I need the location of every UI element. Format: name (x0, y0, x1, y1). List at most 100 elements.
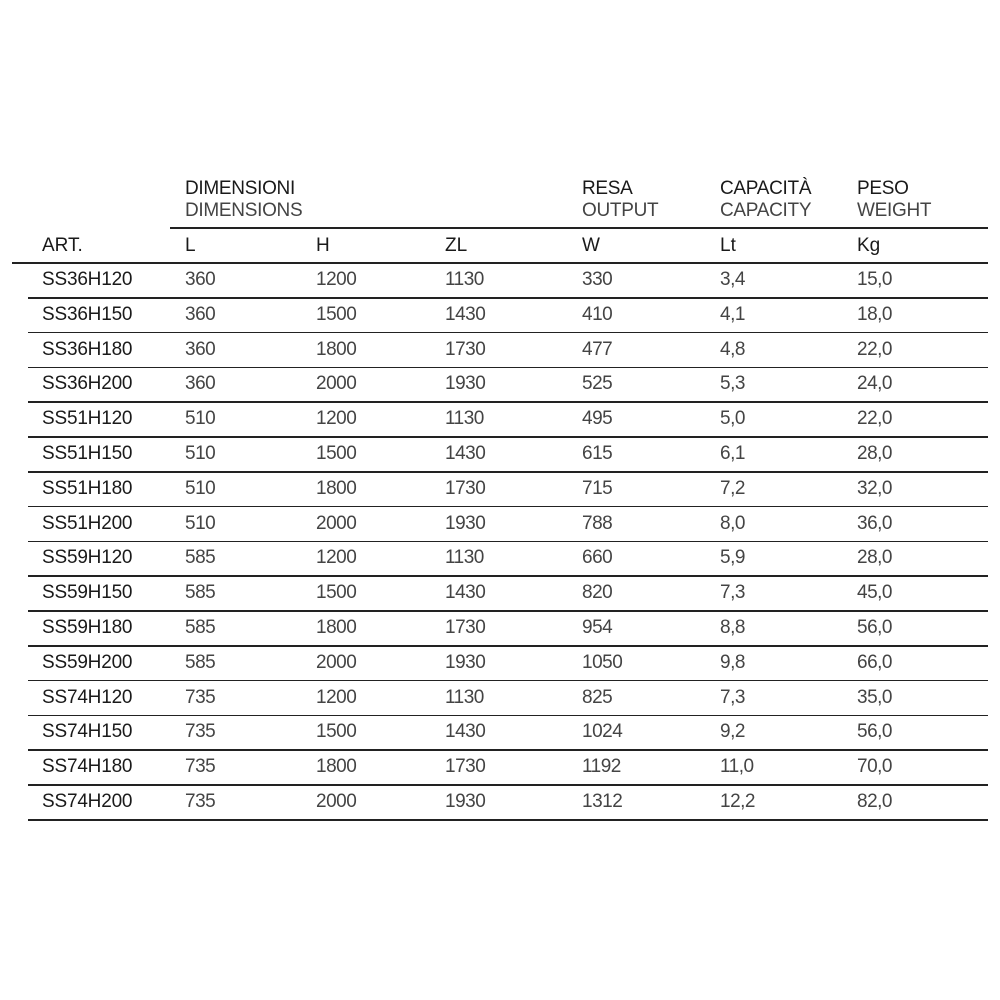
cell-l: 360 (185, 338, 216, 360)
row-divider (28, 401, 988, 403)
col-art: ART. (42, 235, 83, 256)
cell-zl: 1130 (445, 547, 484, 569)
table-row: SS36H150 360 1500 1430 410 4,1 18,0 (0, 298, 1000, 334)
cell-kg: 22,0 (857, 338, 892, 360)
cell-art: SS59H200 (42, 651, 133, 673)
cell-w: 615 (582, 443, 613, 464)
cell-kg: 15,0 (857, 269, 892, 290)
table-row: SS36H200 360 2000 1930 525 5,3 24,0 (0, 367, 1000, 403)
table-row: SS51H200 510 2000 1930 788 8,0 36,0 (0, 507, 1000, 543)
row-divider (28, 575, 988, 577)
cell-kg: 56,0 (857, 617, 892, 638)
cell-lt: 7,3 (720, 686, 745, 708)
cell-h: 2000 (316, 791, 357, 812)
cell-lt: 3,4 (720, 269, 745, 290)
cell-w: 477 (582, 338, 613, 360)
row-divider (28, 610, 988, 612)
col-zl: ZL (445, 235, 468, 256)
row-divider (28, 819, 988, 821)
table-row: SS51H150 510 1500 1430 615 6,1 28,0 (0, 437, 1000, 473)
cell-kg: 22,0 (857, 408, 892, 430)
cell-h: 1800 (316, 617, 357, 638)
cell-zl: 1730 (445, 617, 486, 638)
table-row: SS59H180 585 1800 1730 954 8,8 56,0 (0, 611, 1000, 647)
column-header-divider (12, 262, 988, 264)
cell-kg: 18,0 (857, 303, 892, 325)
table-row: SS59H200 585 2000 1930 1050 9,8 66,0 (0, 646, 1000, 682)
cell-art: SS36H120 (42, 269, 133, 290)
cell-zl: 1430 (445, 303, 486, 325)
group-output-en: OUTPUT (582, 200, 659, 221)
cell-h: 1500 (316, 721, 357, 743)
cell-kg: 82,0 (857, 791, 892, 812)
group-output-it: RESA (582, 178, 633, 199)
table-row: SS74H150 735 1500 1430 1024 9,2 56,0 (0, 715, 1000, 751)
group-dimensions-en: DIMENSIONS (185, 200, 303, 221)
cell-lt: 5,3 (720, 373, 745, 395)
cell-lt: 4,8 (720, 338, 745, 360)
cell-h: 1200 (316, 686, 357, 708)
group-weight-it: PESO (857, 178, 909, 199)
cell-lt: 9,8 (720, 651, 745, 673)
table-row: SS51H180 510 1800 1730 715 7,2 32,0 (0, 472, 1000, 508)
cell-kg: 35,0 (857, 686, 892, 708)
cell-art: SS51H120 (42, 408, 133, 430)
cell-zl: 1430 (445, 721, 486, 743)
cell-zl: 1930 (445, 373, 486, 395)
cell-l: 510 (185, 512, 216, 534)
cell-kg: 28,0 (857, 547, 892, 569)
cell-kg: 56,0 (857, 721, 892, 743)
col-l: L (185, 235, 196, 256)
cell-w: 715 (582, 477, 613, 499)
cell-lt: 7,3 (720, 582, 745, 604)
cell-art: SS51H200 (42, 512, 133, 534)
cell-h: 1500 (316, 303, 357, 325)
cell-w: 1050 (582, 651, 623, 673)
cell-art: SS74H180 (42, 756, 133, 778)
cell-w: 820 (582, 582, 613, 604)
cell-h: 1500 (316, 443, 357, 464)
cell-zl: 1730 (445, 477, 486, 499)
table-row: SS36H180 360 1800 1730 477 4,8 22,0 (0, 333, 1000, 369)
cell-l: 360 (185, 303, 216, 325)
cell-art: SS36H150 (42, 303, 133, 325)
table-row: SS74H180 735 1800 1730 1192 11,0 70,0 (0, 750, 1000, 786)
cell-art: SS36H200 (42, 373, 133, 395)
cell-zl: 1130 (445, 408, 484, 430)
cell-kg: 70,0 (857, 756, 892, 778)
cell-kg: 24,0 (857, 373, 892, 395)
cell-l: 585 (185, 547, 216, 569)
cell-kg: 28,0 (857, 443, 892, 464)
row-divider (28, 645, 988, 647)
cell-h: 1200 (316, 269, 357, 290)
cell-h: 2000 (316, 373, 357, 395)
table-row: SS59H120 585 1200 1130 660 5,9 28,0 (0, 541, 1000, 577)
cell-zl: 1930 (445, 512, 486, 534)
cell-kg: 66,0 (857, 651, 892, 673)
cell-zl: 1130 (445, 269, 484, 290)
cell-w: 525 (582, 373, 613, 395)
cell-art: SS74H150 (42, 721, 133, 743)
cell-art: SS74H200 (42, 791, 133, 812)
cell-lt: 9,2 (720, 721, 745, 743)
row-divider (28, 679, 988, 682)
cell-lt: 12,2 (720, 791, 755, 812)
cell-art: SS59H150 (42, 582, 133, 604)
cell-w: 825 (582, 686, 613, 708)
cell-l: 735 (185, 686, 216, 708)
cell-h: 1800 (316, 756, 357, 778)
header-divider (170, 227, 988, 229)
col-h: H (316, 235, 330, 256)
row-divider (28, 331, 988, 334)
cell-w: 330 (582, 269, 613, 290)
col-kg: Kg (857, 235, 881, 256)
cell-zl: 1430 (445, 582, 486, 604)
cell-l: 510 (185, 408, 216, 430)
cell-l: 510 (185, 477, 216, 499)
row-divider (28, 540, 988, 543)
cell-zl: 1930 (445, 791, 486, 812)
table-row: SS36H120 360 1200 1130 330 3,4 15,0 (0, 263, 1000, 299)
cell-art: SS51H180 (42, 477, 133, 499)
cell-h: 2000 (316, 651, 357, 673)
cell-kg: 36,0 (857, 512, 892, 534)
